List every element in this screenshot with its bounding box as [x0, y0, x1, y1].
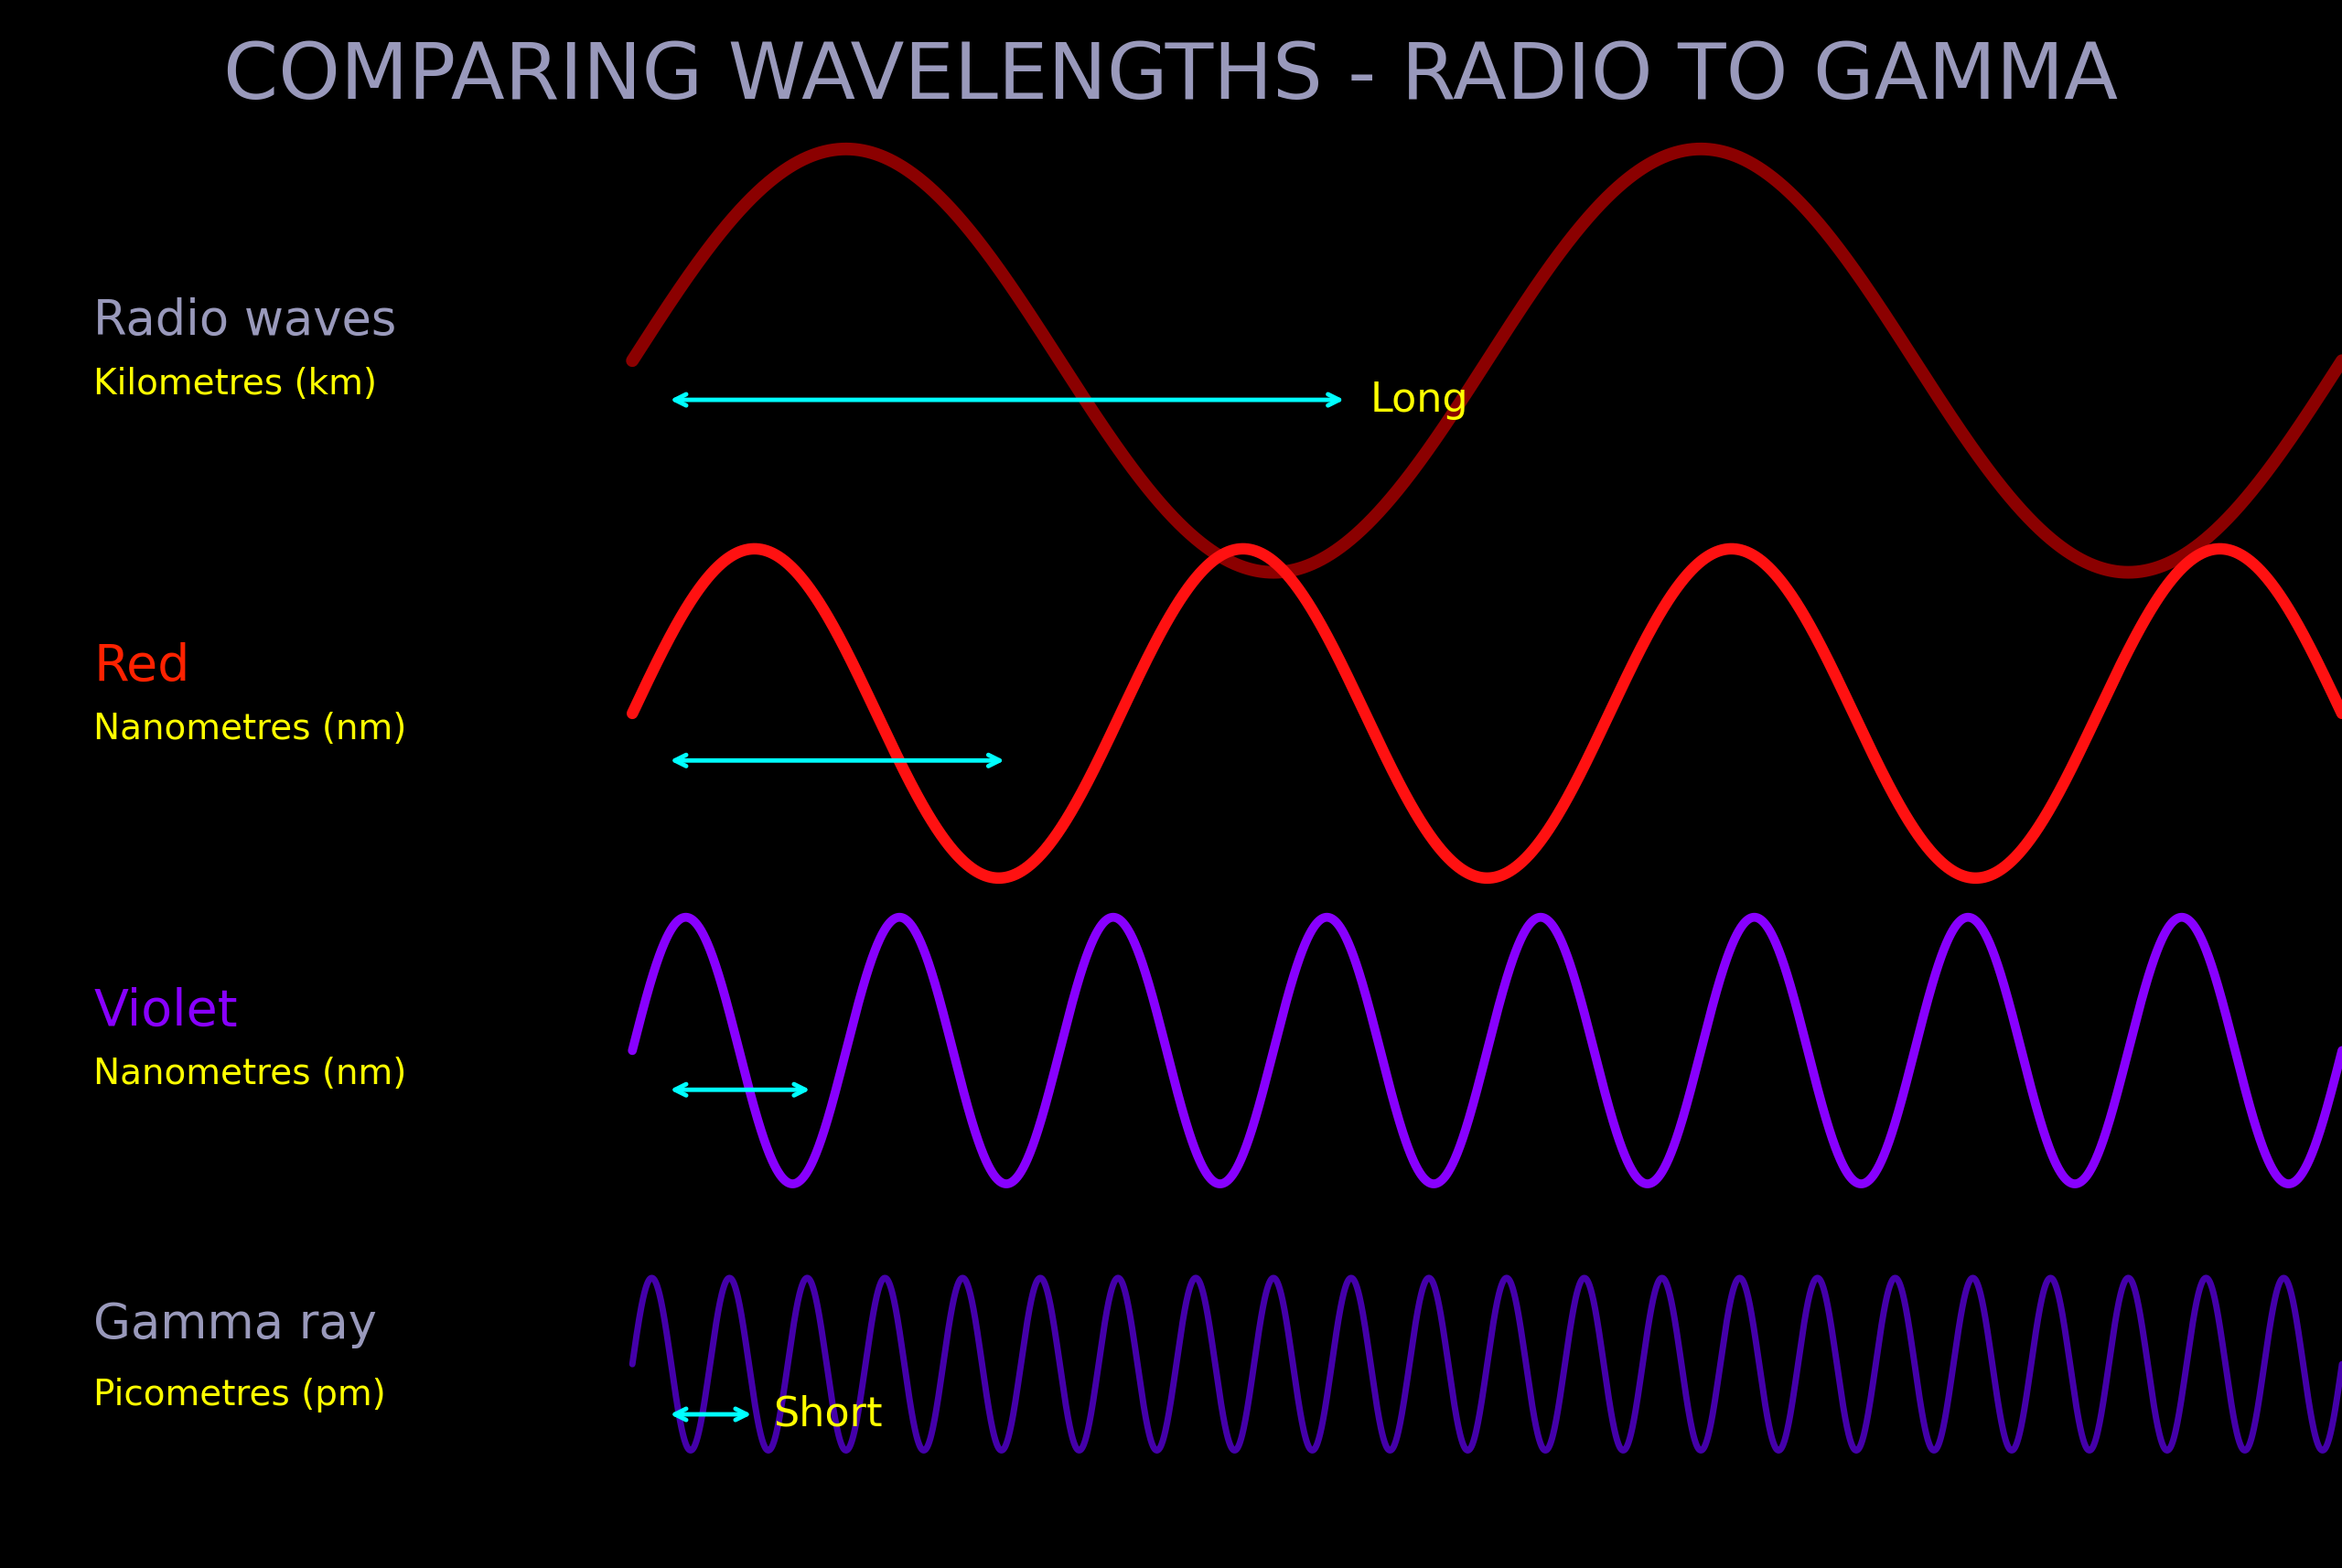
Text: Long: Long [1370, 379, 1468, 420]
Text: Red: Red [94, 641, 190, 691]
Text: Violet: Violet [94, 986, 239, 1036]
Text: Picometres (pm): Picometres (pm) [94, 1378, 386, 1413]
Text: Gamma ray: Gamma ray [94, 1301, 377, 1348]
Text: COMPARING WAVELENGTHS - RADIO TO GAMMA: COMPARING WAVELENGTHS - RADIO TO GAMMA [225, 39, 2117, 114]
Text: Nanometres (nm): Nanometres (nm) [94, 712, 408, 746]
Text: Short: Short [773, 1394, 883, 1435]
Text: Radio waves: Radio waves [94, 298, 396, 345]
Text: Nanometres (nm): Nanometres (nm) [94, 1057, 408, 1091]
Text: Kilometres (km): Kilometres (km) [94, 367, 377, 401]
